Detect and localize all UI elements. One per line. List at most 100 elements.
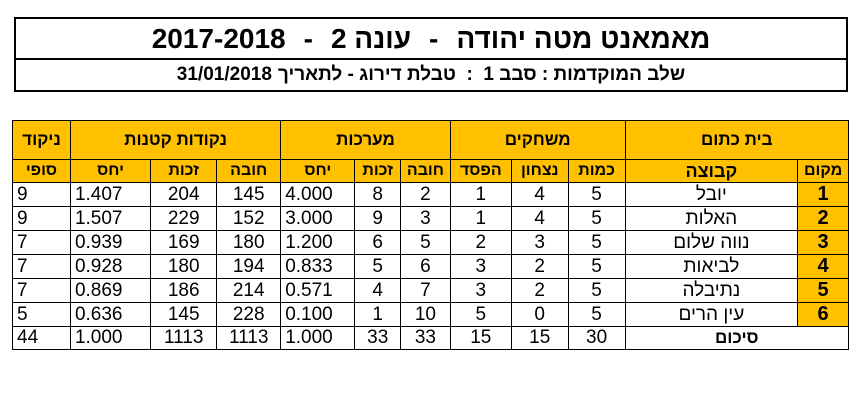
table-row: 4 לביאות 5 2 3 6 5 0.833 194 180 0.928 7 [12, 254, 849, 279]
cell-place: 1 [797, 182, 849, 207]
cell-pts-won: 169 [150, 230, 218, 255]
cell-sets-won: 4 [354, 278, 402, 303]
cell-sets-lost: 2 [400, 182, 451, 207]
group-points: נקודות קטנות [69, 120, 282, 160]
cell-pts-ratio: 1.507 [69, 206, 152, 231]
cell-wins: 2 [510, 278, 569, 303]
cell-wins: 4 [510, 182, 569, 207]
cell-sets-ratio: 0.833 [280, 254, 356, 279]
title-name: מאמאנט מטה יהודה [456, 22, 711, 54]
cell-pts-won: 204 [150, 182, 218, 207]
cell-pts-lost: 214 [216, 278, 282, 303]
col-wins: נצחון [510, 159, 569, 183]
cell-sets-ratio: 3.000 [280, 206, 356, 231]
cell-pts-won: 186 [150, 278, 218, 303]
cell-sets-lost: 5 [400, 230, 451, 255]
cell-pts-won: 229 [150, 206, 218, 231]
col-pts-won: זכות [150, 159, 218, 183]
cell-final: 7 [12, 254, 71, 279]
group-matches: משחקים [449, 120, 626, 160]
col-final: סופי [12, 159, 71, 183]
col-sets-ratio: יחס [280, 159, 356, 183]
cell-final: 5 [12, 302, 71, 327]
cell-team: נתיבלה [624, 278, 799, 303]
cell-sets-won: 6 [354, 230, 402, 255]
cell-place: 6 [797, 302, 849, 327]
summary-wins: 15 [510, 326, 569, 350]
summary-count: 30 [567, 326, 626, 350]
cell-count: 5 [567, 254, 626, 279]
cell-losses: 1 [449, 182, 512, 207]
cell-pts-lost: 152 [216, 206, 282, 231]
cell-losses: 5 [449, 302, 512, 327]
summary-sets-won: 33 [354, 326, 402, 350]
cell-pts-ratio: 0.939 [69, 230, 152, 255]
group-sets: מערכות [280, 120, 451, 160]
cell-final: 7 [12, 278, 71, 303]
cell-pts-lost: 180 [216, 230, 282, 255]
cell-sets-ratio: 1.200 [280, 230, 356, 255]
col-place: מקום [797, 159, 849, 183]
cell-sets-lost: 3 [400, 206, 451, 231]
cell-sets-won: 9 [354, 206, 402, 231]
cell-team: לביאות [624, 254, 799, 279]
cell-team: נווה שלום [624, 230, 799, 255]
page-title: מאמאנט מטה יהודה - עונה 2 - 2017-2018 [14, 17, 848, 58]
summary-losses: 15 [449, 326, 512, 350]
cell-sets-lost: 7 [400, 278, 451, 303]
table-row: 6 עין הרים 5 0 5 10 1 0.100 228 145 0.63… [12, 302, 849, 327]
cell-losses: 3 [449, 254, 512, 279]
col-sets-lost: חובה [400, 159, 451, 183]
cell-team: עין הרים [624, 302, 799, 327]
cell-pts-ratio: 0.636 [69, 302, 152, 327]
cell-pts-ratio: 1.407 [69, 182, 152, 207]
cell-pts-ratio: 0.869 [69, 278, 152, 303]
group-header-row: בית כתום משחקים מערכות נקודות קטנות ניקו… [12, 120, 850, 160]
summary-sets-ratio: 1.000 [280, 326, 356, 350]
cell-losses: 3 [449, 278, 512, 303]
cell-wins: 4 [510, 206, 569, 231]
cell-pts-won: 180 [150, 254, 218, 279]
title-separator: - [429, 22, 439, 54]
cell-sets-ratio: 0.100 [280, 302, 356, 327]
cell-final: 9 [12, 182, 71, 207]
col-team: קבוצה [624, 159, 799, 183]
col-sets-won: זכות [354, 159, 402, 183]
cell-wins: 2 [510, 254, 569, 279]
cell-sets-won: 8 [354, 182, 402, 207]
cell-count: 5 [567, 230, 626, 255]
column-header-row: מקום קבוצה כמות נצחון הפסד חובה זכות יחס… [12, 159, 849, 183]
cell-count: 5 [567, 206, 626, 231]
cell-team: יובל [624, 182, 799, 207]
subtitle-text: שלב המוקדמות : סבב 1 : טבלת דירוג - לתאר… [277, 64, 686, 85]
cell-pts-lost: 145 [216, 182, 282, 207]
col-pts-ratio: יחס [69, 159, 152, 183]
summary-pts-ratio: 1.000 [69, 326, 152, 350]
cell-pts-ratio: 0.928 [69, 254, 152, 279]
col-count: כמות [567, 159, 626, 183]
cell-sets-lost: 6 [400, 254, 451, 279]
table-row: 3 נווה שלום 5 3 2 5 6 1.200 180 169 0.93… [12, 230, 849, 255]
summary-sets-lost: 33 [400, 326, 451, 350]
summary-row: סיכום 30 15 15 33 33 1.000 1113 1113 1.0… [12, 326, 850, 350]
group-score: ניקוד [12, 120, 71, 160]
cell-final: 7 [12, 230, 71, 255]
title-season: עונה 2 [330, 22, 412, 54]
cell-sets-won: 1 [354, 302, 402, 327]
table-row: 5 נתיבלה 5 2 3 7 4 0.571 214 186 0.869 7 [12, 278, 849, 303]
cell-team: האלות [624, 206, 799, 231]
cell-pts-lost: 228 [216, 302, 282, 327]
cell-count: 5 [567, 278, 626, 303]
cell-place: 4 [797, 254, 849, 279]
cell-losses: 2 [449, 230, 512, 255]
cell-sets-ratio: 0.571 [280, 278, 356, 303]
cell-losses: 1 [449, 206, 512, 231]
subtitle-date: 31/01/2018 [176, 64, 272, 85]
cell-count: 5 [567, 182, 626, 207]
cell-place: 3 [797, 230, 849, 255]
table-row: 1 יובל 5 4 1 2 8 4.000 145 204 1.407 9 [12, 182, 849, 207]
cell-place: 2 [797, 206, 849, 231]
cell-final: 9 [12, 206, 71, 231]
house-title: בית כתום [624, 120, 850, 160]
cell-sets-lost: 10 [400, 302, 451, 327]
